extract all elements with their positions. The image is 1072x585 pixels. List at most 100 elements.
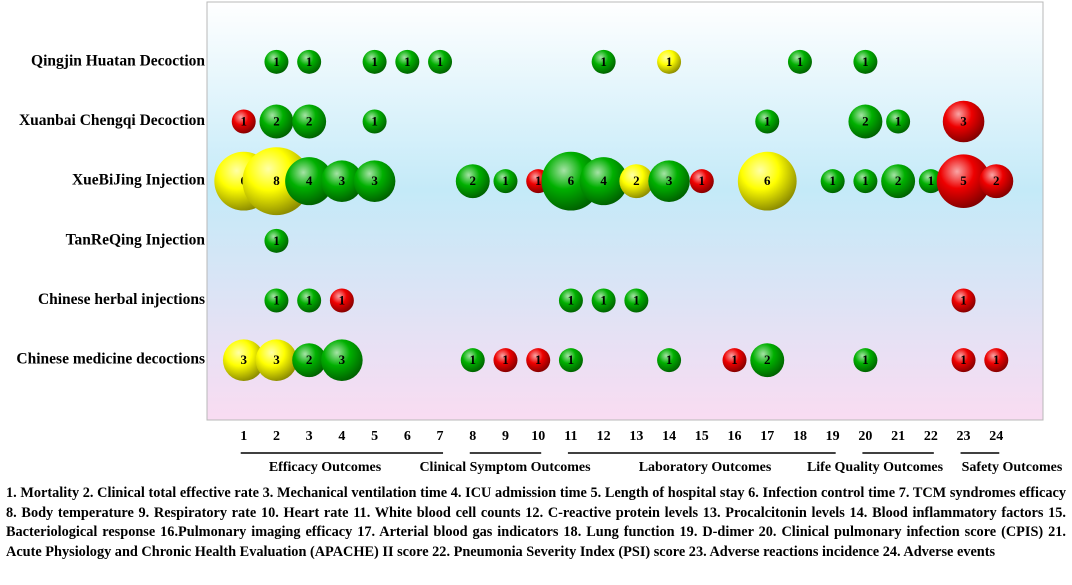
bubble bbox=[558, 288, 583, 313]
x-tick-label: 10 bbox=[531, 429, 545, 444]
bubble-label: 1 bbox=[437, 54, 444, 69]
bubble bbox=[395, 49, 420, 74]
bubble bbox=[951, 288, 976, 313]
bubble-label: 3 bbox=[273, 352, 280, 367]
x-tick-label: 13 bbox=[629, 429, 643, 444]
bubble bbox=[222, 339, 265, 381]
bubble bbox=[362, 109, 387, 134]
x-tick-label: 1 bbox=[240, 429, 247, 444]
bubble bbox=[619, 164, 654, 199]
bubble bbox=[297, 288, 322, 313]
bubble bbox=[984, 348, 1009, 373]
bubble-label: 1 bbox=[535, 173, 542, 188]
x-tick-label: 18 bbox=[793, 429, 807, 444]
bubble-label: 1 bbox=[568, 352, 575, 367]
bubble bbox=[292, 104, 327, 139]
footnote: 1. Mortality 2. Clinical total effective… bbox=[6, 485, 1066, 560]
bubble-label: 1 bbox=[535, 352, 542, 367]
bubble-label: 3 bbox=[339, 352, 346, 367]
chart: 1 2 3 4 5 6 7 8 9 10 11 12 13 14 15 16 17 18 19 20 21 22 23 24E… bbox=[16, 1, 1063, 475]
bubble-label: 2 bbox=[306, 113, 313, 128]
bubble-label: 1 bbox=[895, 113, 902, 128]
x-tick-label: 2 bbox=[273, 429, 280, 444]
bubble-label: 6 bbox=[568, 173, 575, 188]
bubble-label: 1 bbox=[764, 113, 771, 128]
bubble bbox=[657, 49, 682, 74]
bubble-label: 1 bbox=[600, 292, 607, 307]
bubble-label: 1 bbox=[731, 352, 738, 367]
row-label: Chinese medicine decoctions bbox=[16, 351, 205, 368]
bubble bbox=[881, 164, 916, 199]
bubble bbox=[259, 104, 294, 139]
bubble-label: 6 bbox=[764, 173, 771, 188]
bubble bbox=[493, 169, 518, 194]
bubble-label: 1 bbox=[633, 292, 640, 307]
bubble bbox=[624, 288, 649, 313]
bubble-label: 1 bbox=[404, 54, 411, 69]
bubble-label: 3 bbox=[339, 173, 346, 188]
bubble bbox=[737, 151, 797, 211]
bubble-label: 1 bbox=[862, 352, 869, 367]
bubble-label: 1 bbox=[862, 173, 869, 188]
group-label: Life Quality Outcomes bbox=[807, 460, 944, 475]
row-label: XueBiJing Injection bbox=[72, 172, 205, 189]
bubble-label: 2 bbox=[993, 173, 1000, 188]
bubble bbox=[297, 49, 322, 74]
bubble-label: 1 bbox=[306, 54, 313, 69]
x-tick-label: 14 bbox=[662, 429, 676, 444]
x-tick-label: 8 bbox=[469, 429, 476, 444]
bubble-label: 4 bbox=[600, 173, 607, 188]
row-label: Xuanbai Chengqi Decoction bbox=[19, 112, 205, 129]
group-label: Efficacy Outcomes bbox=[269, 460, 382, 475]
bubble-label: 3 bbox=[240, 352, 247, 367]
bubble-label: 2 bbox=[862, 113, 869, 128]
x-tick-label: 20 bbox=[858, 429, 872, 444]
row-label: Qingjin Huatan Decoction bbox=[31, 52, 205, 69]
x-tick-label: 6 bbox=[404, 429, 411, 444]
bubble-label: 1 bbox=[273, 54, 280, 69]
x-tick-label: 11 bbox=[564, 429, 577, 444]
bubble bbox=[936, 154, 991, 208]
x-tick-label: 19 bbox=[826, 429, 840, 444]
bubble bbox=[942, 100, 985, 143]
bubble bbox=[689, 169, 714, 194]
bubble bbox=[579, 157, 628, 206]
bubble bbox=[657, 348, 682, 373]
bubble bbox=[329, 288, 354, 313]
bubble-label: 2 bbox=[764, 352, 771, 367]
bubble bbox=[255, 339, 298, 381]
bubble-label: 1 bbox=[273, 292, 280, 307]
x-tick-label: 17 bbox=[760, 429, 774, 444]
bubble-label: 2 bbox=[273, 113, 280, 128]
bubble bbox=[285, 157, 334, 206]
bubble-label: 1 bbox=[502, 352, 509, 367]
bubble bbox=[853, 49, 878, 74]
group-label: Clinical Symptom Outcomes bbox=[419, 460, 591, 475]
bubble-label: 1 bbox=[568, 292, 575, 307]
x-tick-label: 12 bbox=[597, 429, 611, 444]
bubble bbox=[820, 169, 845, 194]
bubble-label: 1 bbox=[273, 233, 280, 248]
row-label: Chinese herbal injections bbox=[38, 291, 205, 308]
x-tick-label: 5 bbox=[371, 429, 378, 444]
row-label: TanReQing Injection bbox=[66, 231, 206, 248]
bubble bbox=[493, 348, 518, 373]
bubble bbox=[231, 109, 256, 134]
bubble bbox=[979, 164, 1014, 199]
bubble-label: 1 bbox=[928, 173, 935, 188]
x-tick-label: 24 bbox=[989, 429, 1003, 444]
bubble bbox=[353, 160, 396, 202]
bubble-label: 2 bbox=[306, 352, 313, 367]
bubble-label: 1 bbox=[306, 292, 313, 307]
bubble-label: 2 bbox=[895, 173, 902, 188]
bubble-label: 2 bbox=[633, 173, 640, 188]
bubble bbox=[750, 343, 785, 378]
bubble-label: 3 bbox=[960, 113, 967, 128]
bubble-label: 1 bbox=[960, 292, 967, 307]
bubble bbox=[591, 288, 616, 313]
bubble bbox=[787, 49, 812, 74]
bubble-label: 2 bbox=[470, 173, 477, 188]
bubble bbox=[321, 339, 363, 381]
bubble bbox=[853, 169, 878, 194]
